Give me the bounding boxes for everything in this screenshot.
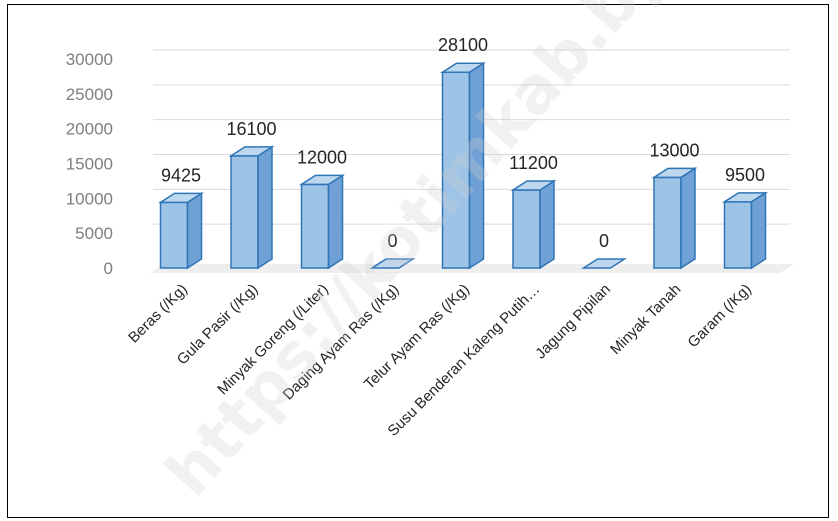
bar bbox=[230, 155, 259, 269]
bar-side bbox=[750, 191, 767, 270]
y-tick-label: 20000 bbox=[66, 120, 113, 139]
data-label: 13000 bbox=[649, 140, 699, 160]
x-tick-label: Susu Benderan Kaleng Putih… bbox=[384, 281, 543, 440]
y-tick-label: 15000 bbox=[66, 155, 113, 174]
bar-side bbox=[186, 191, 203, 270]
bar bbox=[580, 258, 628, 269]
data-label: 12000 bbox=[297, 147, 347, 167]
y-tick-label: 25000 bbox=[66, 85, 113, 104]
bar bbox=[300, 183, 330, 269]
data-label: 11200 bbox=[509, 153, 558, 173]
bar bbox=[512, 189, 541, 269]
bar bbox=[159, 201, 189, 269]
bar-side bbox=[539, 179, 555, 270]
y-tick-label: 30000 bbox=[66, 50, 113, 69]
data-label: 0 bbox=[387, 231, 397, 251]
y-tick-label: 0 bbox=[104, 259, 113, 278]
bar-top bbox=[510, 180, 557, 191]
bar bbox=[723, 201, 753, 269]
x-tick-label: Garam (/Kg) bbox=[684, 281, 754, 351]
bar-top bbox=[651, 167, 698, 179]
x-tick-label: Beras (/Kg) bbox=[125, 281, 191, 347]
bar-top bbox=[298, 174, 346, 186]
bar-top bbox=[157, 192, 205, 204]
x-tick-label: Jagung Pipilan bbox=[532, 281, 614, 363]
x-tick-label: Minyak Tanah bbox=[607, 281, 684, 358]
data-label: 16100 bbox=[226, 119, 276, 139]
bar-top bbox=[439, 62, 487, 73]
y-tick-label: 5000 bbox=[75, 224, 113, 243]
bar-side bbox=[257, 145, 273, 270]
bar bbox=[653, 176, 682, 269]
bar bbox=[369, 258, 416, 269]
bar-side bbox=[680, 167, 696, 270]
bar-top bbox=[228, 146, 275, 157]
data-label: 9500 bbox=[725, 165, 765, 185]
bar-top bbox=[721, 192, 769, 203]
data-label: 0 bbox=[599, 231, 609, 251]
data-label: 9425 bbox=[161, 165, 201, 185]
y-tick-label: 10000 bbox=[66, 189, 113, 208]
bar bbox=[441, 71, 471, 269]
data-label: 28100 bbox=[438, 35, 488, 55]
